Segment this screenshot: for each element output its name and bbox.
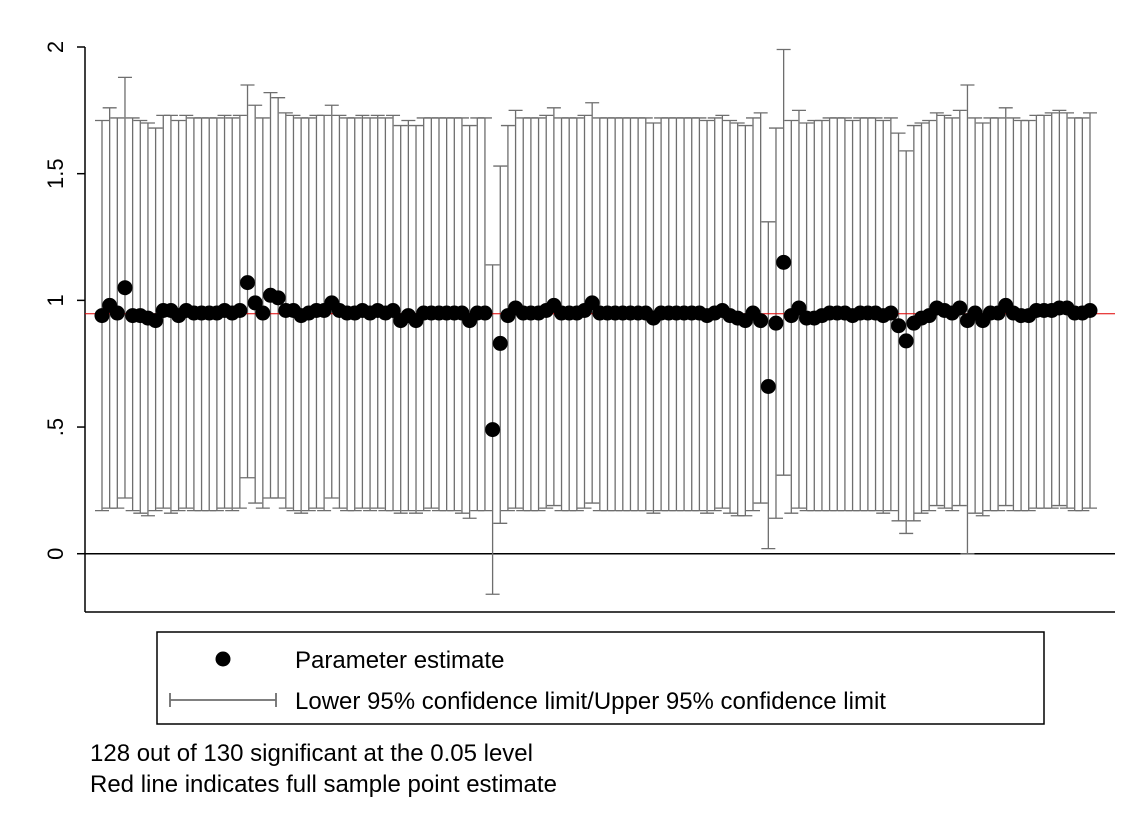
point [109, 305, 125, 321]
note: Red line indicates full sample point est… [90, 771, 557, 798]
legend-errorbar [169, 693, 277, 707]
point [270, 290, 286, 306]
point [891, 318, 907, 334]
note: 128 out of 130 significant at the 0.05 l… [90, 740, 533, 767]
point [898, 333, 914, 349]
y-tick-label: 0 [43, 548, 68, 560]
point [1082, 302, 1098, 318]
point [760, 379, 776, 395]
y-tick-label: 1.5 [43, 158, 68, 189]
y-tick-label: .5 [43, 418, 68, 436]
point [477, 305, 493, 321]
legend-label: Lower 95% confidence limit/Upper 95% con… [295, 688, 886, 715]
error-bar [753, 112, 768, 504]
legend-marker [215, 651, 231, 667]
point [492, 335, 508, 351]
legend-box [156, 631, 1045, 725]
y-tick-label: 1 [43, 294, 68, 306]
point [768, 315, 784, 331]
point [776, 254, 792, 270]
point [232, 302, 248, 318]
point [240, 275, 256, 291]
point [255, 305, 271, 321]
point [952, 300, 968, 316]
y-tick-label: 2 [43, 41, 68, 53]
point [485, 422, 501, 438]
point [883, 305, 899, 321]
point [753, 313, 769, 329]
point [117, 280, 133, 296]
legend-label: Parameter estimate [295, 647, 504, 674]
